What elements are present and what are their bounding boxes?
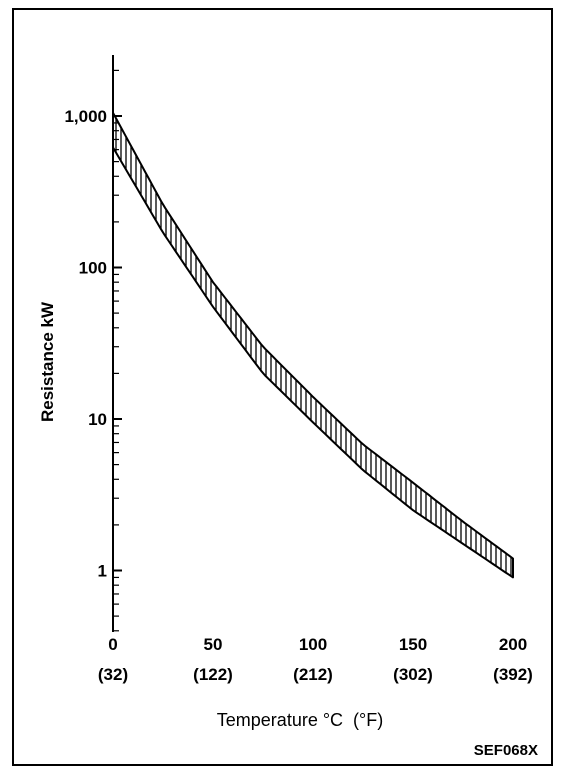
figure-border (12, 8, 553, 766)
x-axis-label: Temperature °C (°F) (217, 710, 383, 730)
x-tick-sublabel: (212) (293, 665, 333, 684)
x-tick-sublabel: (302) (393, 665, 433, 684)
y-axis-label: Resistance kW (38, 301, 57, 422)
x-tick-label: 100 (299, 635, 327, 654)
x-tick-labels: 0 (32) 50 (122) 100 (212) 150 (302) 200 (392) (98, 635, 533, 684)
x-tick-label: 200 (499, 635, 527, 654)
y-tick-label: 1,000 (64, 107, 107, 126)
y-tick-label: 10 (88, 410, 107, 429)
x-tick-label: 150 (399, 635, 427, 654)
resistance-band (112, 111, 514, 579)
x-tick-label: 50 (204, 635, 223, 654)
x-tick-label: 0 (108, 635, 117, 654)
x-tick-sublabel: (392) (493, 665, 533, 684)
y-tick-label: 1 (98, 562, 107, 581)
y-tick-labels: 1 10 100 1,000 (64, 107, 122, 581)
band-area (112, 111, 514, 579)
x-tick-sublabel: (32) (98, 665, 128, 684)
figure-code: SEF068X (474, 742, 538, 759)
x-tick-sublabel: (122) (193, 665, 233, 684)
y-tick-label: 100 (79, 259, 107, 278)
